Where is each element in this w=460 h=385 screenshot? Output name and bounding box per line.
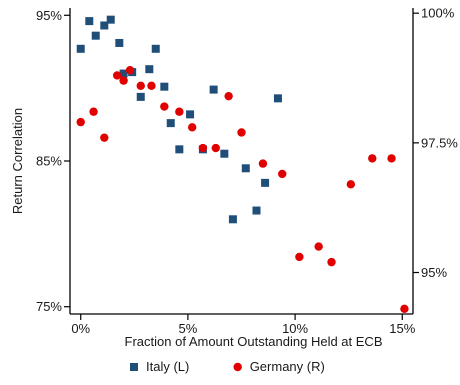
italy-point: [261, 178, 270, 187]
italy-point: [241, 164, 250, 173]
x-tick-label: 5%: [179, 321, 198, 336]
germany-point: [198, 143, 208, 153]
legend-label: Italy (L): [146, 359, 189, 374]
germany-point: [224, 91, 233, 101]
x-tick-label: 15%: [389, 321, 415, 336]
germany-point: [89, 107, 98, 116]
germany-point: [295, 252, 304, 262]
italy-point: [119, 69, 128, 78]
germany-point: [258, 159, 268, 168]
italy-point: [151, 44, 160, 53]
germany-point: [175, 107, 184, 116]
x-axis-title: Fraction of Amount Outstanding Held at E…: [125, 334, 383, 349]
italy-point: [106, 15, 115, 24]
italy-point: [115, 38, 124, 47]
italy-point: [76, 44, 85, 53]
left-y-tick-label: 75%: [36, 299, 62, 314]
right-y-tick-label: 95%: [421, 265, 447, 280]
germany-point: [147, 81, 156, 90]
x-tick-label: 0%: [71, 321, 90, 336]
italy-point: [91, 31, 100, 40]
data-points: [76, 15, 409, 314]
germany-point: [76, 117, 85, 127]
italy-point: [136, 92, 145, 101]
legend: Italy (L) Germany (R): [130, 359, 325, 374]
germany-point: [112, 71, 122, 80]
germany-point: [327, 257, 336, 267]
italy-point: [85, 17, 94, 26]
italy-point: [100, 21, 109, 30]
legend-italy-marker: [130, 363, 138, 371]
italy-point: [228, 215, 237, 224]
right-y-tick-label: 100%: [421, 6, 455, 21]
italy-point: [160, 82, 169, 91]
germany-point: [119, 76, 128, 85]
left-y-tick-label: 95%: [36, 8, 62, 23]
germany-point: [237, 128, 246, 137]
axes: [69, 8, 414, 315]
x-tick-label: 10%: [282, 321, 308, 336]
germany-point: [187, 123, 197, 132]
germany-point: [400, 304, 409, 314]
right-y-tick-label: 97.5%: [421, 135, 458, 150]
italy-point: [252, 206, 261, 215]
italy-point: [220, 149, 229, 158]
italy-point: [273, 94, 282, 103]
left-y-axis-title: Return Correlation: [10, 108, 25, 214]
germany-point: [125, 66, 135, 75]
italy-point: [166, 119, 175, 128]
ticks: 75% 85% 95% 95% 97.5% 100% 0% 5% 10% 15%: [36, 6, 458, 336]
germany-point: [387, 154, 396, 163]
legend-label: Germany (R): [250, 359, 325, 374]
germany-point: [314, 242, 323, 251]
italy-point: [175, 145, 184, 154]
germany-point: [211, 143, 220, 153]
germany-point: [368, 154, 377, 163]
germany-point: [346, 180, 356, 189]
italy-point: [145, 65, 154, 74]
germany-point: [160, 102, 169, 111]
italy-point: [209, 85, 218, 94]
germany-point: [100, 133, 109, 142]
germany-point: [136, 81, 145, 90]
legend-germany-marker: [233, 362, 242, 372]
left-y-tick-label: 85%: [36, 154, 62, 169]
germany-point: [278, 169, 287, 179]
italy-point: [186, 110, 195, 119]
